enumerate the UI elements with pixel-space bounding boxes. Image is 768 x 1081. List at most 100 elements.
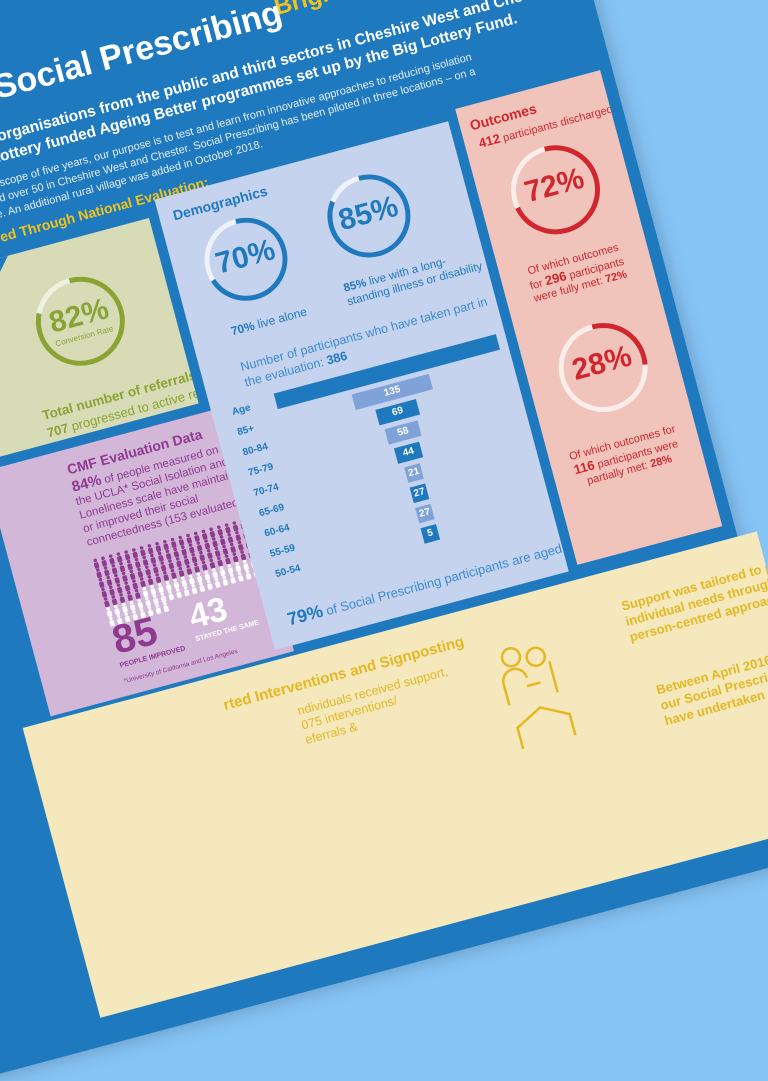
- person-improved-icon: [98, 552, 108, 567]
- person-same-icon: [145, 602, 155, 617]
- person-same-icon: [158, 588, 168, 603]
- person-same-icon: [243, 566, 253, 580]
- person-improved-icon: [207, 523, 217, 538]
- partially-met-ring: [558, 323, 648, 413]
- person-improved-icon: [124, 556, 134, 570]
- person-same-icon: [134, 595, 144, 609]
- person-same-icon: [225, 560, 235, 575]
- person-same-icon: [204, 576, 214, 590]
- person-improved-icon: [235, 537, 245, 551]
- partially-met-text: Of which outcomes for 116 participants we…: [567, 423, 680, 488]
- person-improved-icon: [137, 542, 147, 557]
- person-improved-icon: [114, 579, 124, 594]
- cmf-panel: CMF Evaluation Data 84% of people measur…: [0, 405, 295, 717]
- illness-ring: [327, 174, 411, 258]
- person-improved-icon: [96, 574, 106, 588]
- person-improved-icon: [170, 543, 180, 558]
- person-improved-icon: [207, 555, 217, 569]
- person-same-icon: [142, 592, 152, 607]
- person-same-icon: [217, 562, 227, 577]
- person-improved-icon: [119, 568, 129, 582]
- person-improved-icon: [137, 573, 147, 588]
- person-improved-icon: [201, 535, 211, 550]
- age-label-65-69: 65-69: [257, 502, 286, 520]
- person-improved-icon: [176, 563, 186, 577]
- person-same-icon: [171, 575, 181, 589]
- age-label-75-79: 75-79: [247, 461, 275, 479]
- person-improved-icon: [191, 528, 201, 542]
- person-improved-icon: [165, 555, 175, 570]
- person-improved-icon: [109, 560, 119, 575]
- age-label-80-84: 80-84: [241, 441, 270, 459]
- person-improved-icon: [132, 585, 142, 599]
- person-improved-icon: [183, 561, 193, 575]
- person-improved-icon: [163, 546, 173, 560]
- person-improved-icon: [104, 572, 114, 586]
- pointer-notch: [0, 255, 13, 279]
- person-improved-icon: [217, 531, 227, 546]
- age-label-70-74: 70-74: [252, 481, 281, 500]
- person-improved-icon: [196, 547, 206, 561]
- alone-text: live alone: [255, 304, 309, 332]
- discharged-count: 412: [477, 130, 502, 151]
- person-improved-icon: [129, 544, 139, 559]
- person-same-icon: [181, 582, 191, 597]
- person-improved-icon: [181, 551, 191, 566]
- person-improved-icon: [124, 587, 134, 601]
- person-same-icon: [189, 580, 199, 595]
- person-improved-icon: [214, 552, 224, 567]
- person-improved-icon: [230, 517, 240, 532]
- person-same-icon: [194, 568, 204, 583]
- aged-70-percent: 79%: [285, 600, 326, 630]
- person-improved-icon: [155, 548, 165, 562]
- person-same-icon: [137, 604, 147, 619]
- person-same-icon: [106, 612, 116, 627]
- person-same-icon: [122, 608, 132, 623]
- person-same-icon: [227, 570, 237, 584]
- person-improved-icon: [222, 519, 232, 534]
- person-improved-icon: [116, 589, 126, 604]
- person-improved-icon: [222, 550, 232, 565]
- person-improved-icon: [106, 581, 116, 596]
- person-same-icon: [212, 574, 222, 588]
- person-improved-icon: [160, 536, 170, 550]
- person-improved-icon: [168, 565, 178, 579]
- person-improved-icon: [147, 550, 157, 564]
- person-improved-icon: [204, 545, 214, 559]
- person-improved-icon: [183, 530, 193, 544]
- person-improved-icon: [145, 571, 155, 586]
- person-same-icon: [196, 578, 206, 592]
- person-improved-icon: [122, 546, 132, 561]
- person-improved-icon: [199, 526, 209, 540]
- person-improved-icon: [91, 555, 101, 569]
- alone-pct: 70%: [229, 318, 257, 339]
- person-improved-icon: [98, 584, 108, 598]
- person-same-icon: [150, 590, 160, 605]
- fully-met-ring: [511, 145, 601, 235]
- person-same-icon: [219, 572, 229, 586]
- person-improved-icon: [116, 558, 126, 572]
- person-same-icon: [163, 577, 173, 591]
- person-same-icon: [129, 606, 139, 621]
- person-same-icon: [127, 597, 137, 611]
- person-improved-icon: [122, 577, 132, 592]
- person-improved-icon: [106, 550, 116, 565]
- support-people-icon: [500, 646, 559, 706]
- people-icon-grid: [91, 515, 264, 627]
- person-improved-icon: [132, 554, 142, 568]
- person-improved-icon: [227, 539, 237, 553]
- person-same-icon: [111, 601, 121, 615]
- person-improved-icon: [109, 591, 119, 606]
- age-header-label: Age: [230, 402, 252, 418]
- person-same-icon: [240, 556, 250, 570]
- person-same-icon: [119, 599, 129, 613]
- person-improved-icon: [101, 593, 111, 608]
- progressed-count: 707: [45, 420, 71, 441]
- person-improved-icon: [150, 559, 160, 574]
- person-improved-icon: [189, 549, 199, 564]
- person-improved-icon: [111, 570, 121, 584]
- outcomes-panel: Outcomes 412 participants discharged 72%…: [455, 70, 723, 565]
- demographics-panel: Demographics 70% 85% 70% live alone 85% …: [154, 121, 569, 651]
- person-same-icon: [165, 586, 175, 601]
